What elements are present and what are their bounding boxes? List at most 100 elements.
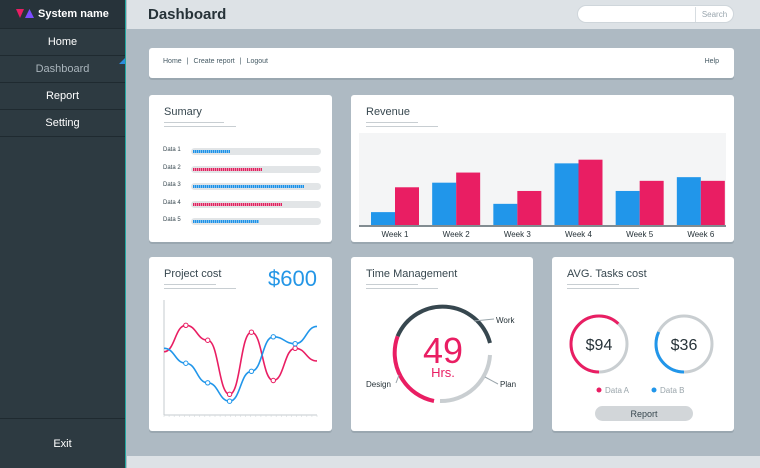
progress-fill	[193, 167, 263, 171]
legend-label: Data B	[660, 386, 684, 395]
top-links-bar: Home | Create report | Logout Help	[149, 48, 734, 78]
revenue-bar	[395, 187, 419, 225]
summary-row: Data 5	[163, 217, 323, 225]
revenue-bar	[639, 180, 664, 225]
gauge-segment-work	[395, 304, 492, 344]
ring-progress	[569, 314, 629, 374]
nav-item-dashboard[interactable]: Dashboard	[0, 56, 125, 83]
revenue-bar	[615, 190, 640, 225]
placeholder-text	[366, 282, 438, 289]
leader-plan	[484, 376, 499, 385]
ring-value: $94	[586, 337, 613, 354]
nav-item-home[interactable]: Home	[0, 29, 125, 56]
leader-work	[473, 318, 495, 322]
summary-title: Sumary	[164, 106, 202, 118]
time-management-card: Time Management 49 Hrs. Work Plan Design	[351, 257, 533, 431]
logo-icon	[16, 9, 34, 18]
progress-fill	[193, 150, 230, 153]
avg-tasks-cost-title: AVG. Tasks cost	[567, 268, 647, 280]
footer-strip	[127, 456, 760, 468]
week-label: Week 3	[504, 230, 532, 239]
nav-item-setting[interactable]: Setting	[0, 110, 125, 137]
search-button[interactable]: Search	[695, 7, 733, 22]
cost-point	[183, 360, 189, 366]
hours-unit: Hrs.	[431, 365, 455, 380]
summary-row-label: Data 5	[163, 217, 181, 223]
placeholder-text	[366, 120, 438, 127]
progress-track	[191, 200, 321, 208]
revenue-bar	[578, 159, 603, 225]
legend-dot	[596, 387, 602, 393]
week-label: Week 6	[687, 230, 715, 239]
ring-value: $36	[671, 337, 698, 354]
revenue-bar	[493, 203, 518, 225]
hours-value: 49	[423, 330, 463, 371]
placeholder-text	[164, 120, 236, 127]
cost-point	[205, 380, 211, 386]
label-plan: Plan	[500, 380, 516, 389]
gauge-segment-plan	[439, 354, 492, 404]
legend-label: Data A	[605, 386, 630, 395]
plot-background	[359, 133, 726, 225]
nav-item-report[interactable]: Report	[0, 83, 125, 110]
progress-track	[191, 218, 321, 225]
separator: |	[239, 58, 242, 65]
summary-row: Data 2	[163, 165, 323, 173]
label-work: Work	[496, 316, 516, 325]
sidebar: System name Home Dashboard Report Settin…	[0, 0, 126, 468]
legend-dot	[651, 387, 657, 393]
summary-row-label: Data 1	[163, 147, 181, 153]
week-label: Week 4	[565, 230, 593, 239]
system-name: System name	[38, 8, 109, 20]
placeholder-text	[164, 282, 236, 289]
project-cost-title: Project cost	[164, 268, 222, 280]
project-cost-amount: $600	[268, 266, 317, 291]
cost-point	[248, 329, 255, 335]
cost-point	[205, 337, 211, 343]
cost-point	[226, 391, 233, 398]
revenue-card: Revenue Week 1 Week 2 Week 3 Week 4 Week 5 We…	[351, 95, 734, 242]
cost-point	[248, 368, 255, 375]
label-design: Design	[366, 380, 391, 389]
cost-point	[270, 377, 276, 384]
revenue-chart: Week 1 Week 2 Week 3 Week 4 Week 5 Week 6	[359, 133, 726, 239]
summary-row: Data 4	[163, 200, 323, 208]
time-management-title: Time Management	[366, 268, 458, 280]
report-button[interactable]: Report	[595, 406, 693, 421]
revenue-bar	[554, 163, 579, 225]
progress-fill	[193, 185, 304, 188]
project-cost-card: Project cost $600	[149, 257, 332, 431]
week-label: Week 1	[382, 230, 410, 239]
breadcrumb: Home | Create report | Logout	[163, 58, 268, 65]
progress-track	[191, 183, 321, 190]
avg-tasks-cost-card: AVG. Tasks cost $94 Data A $36 Data B Repor…	[552, 257, 734, 431]
exit-button[interactable]: Exit	[0, 418, 125, 468]
summary-row-label: Data 3	[163, 182, 181, 188]
revenue-title: Revenue	[366, 106, 411, 118]
link-create-report[interactable]: Create report	[193, 58, 235, 65]
revenue-bar	[456, 172, 481, 225]
link-logout[interactable]: Logout	[246, 58, 269, 65]
week-label: Week 2	[443, 230, 471, 239]
summary-row-label: Data 4	[163, 199, 181, 206]
brand: System name	[0, 0, 125, 28]
progress-fill	[193, 220, 259, 223]
ring-progress	[654, 314, 714, 374]
page-title: Dashboard	[148, 6, 227, 23]
cost-point	[270, 334, 276, 340]
project-cost-chart	[163, 300, 318, 417]
summary-row: Data 1	[163, 147, 323, 155]
link-home[interactable]: Home	[163, 58, 182, 65]
progress-track	[191, 165, 321, 173]
time-management-gauge: 49 Hrs. Work Plan Design	[366, 304, 516, 404]
leader-design	[395, 374, 400, 384]
help-link[interactable]: Help	[704, 58, 719, 65]
search-input[interactable]	[584, 8, 692, 21]
nav-menu: Home Dashboard Report Setting	[0, 28, 125, 137]
header: Dashboard Search	[127, 0, 760, 29]
placeholder-text	[567, 282, 639, 289]
progress-track	[191, 148, 321, 155]
cost-point	[292, 345, 298, 352]
cost-point	[226, 398, 233, 404]
revenue-bar	[432, 182, 457, 225]
